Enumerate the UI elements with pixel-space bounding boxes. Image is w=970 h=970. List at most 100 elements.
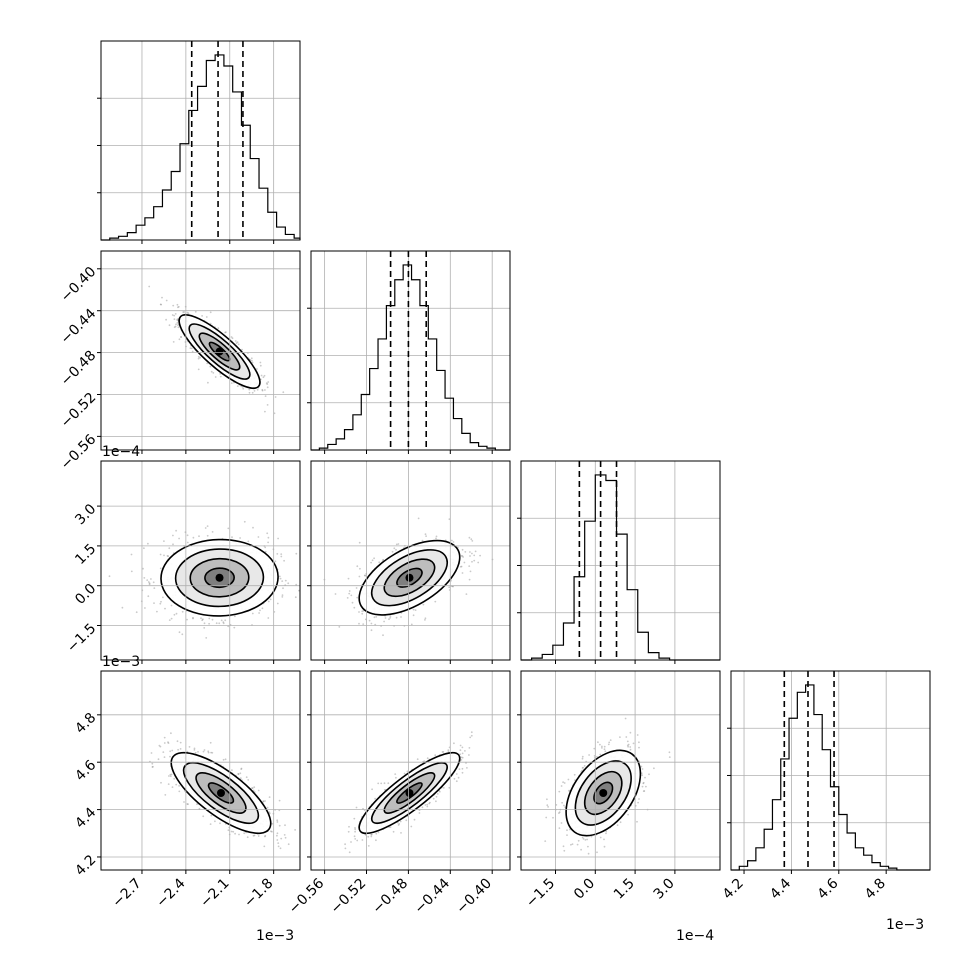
sample-point: [464, 551, 467, 553]
sample-point: [405, 819, 408, 822]
scatter-panel-0-2: [101, 461, 300, 660]
sample-point: [222, 621, 225, 623]
sample-point: [561, 801, 563, 804]
sample-point: [461, 555, 464, 557]
sample-point: [224, 331, 227, 334]
sample-point: [202, 618, 204, 621]
sample-point: [271, 822, 274, 825]
sample-point: [260, 374, 263, 377]
sample-point: [175, 783, 178, 786]
sample-point: [429, 801, 431, 804]
sample-point: [186, 311, 189, 314]
sample-point: [239, 777, 242, 780]
sample-point: [175, 529, 178, 532]
sample-point: [179, 741, 182, 744]
sample-point: [387, 782, 390, 785]
histogram-panel-1: [311, 251, 510, 450]
sample-point: [243, 832, 246, 835]
sample-point: [636, 820, 638, 823]
sample-point: [266, 532, 269, 535]
sample-point: [148, 285, 151, 288]
sample-point: [468, 536, 471, 539]
sample-point: [192, 536, 195, 539]
sample-point: [163, 736, 166, 739]
sample-point: [373, 616, 376, 619]
sample-point: [383, 789, 386, 791]
sample-point: [469, 570, 472, 573]
sample-point: [403, 772, 406, 775]
sample-point: [234, 832, 237, 835]
scatter-panel-1-2: [311, 461, 510, 660]
sample-point: [577, 839, 580, 842]
sample-point: [264, 835, 266, 838]
sample-point: [209, 311, 212, 314]
sample-point: [192, 617, 194, 620]
sample-point: [148, 582, 151, 585]
sample-point: [442, 751, 445, 753]
histogram-step-2: [521, 474, 720, 661]
sample-point: [361, 839, 364, 841]
sample-point: [436, 793, 439, 795]
sample-point: [197, 355, 200, 358]
sample-point: [237, 773, 240, 775]
sample-point: [202, 750, 205, 753]
sample-point: [183, 801, 185, 803]
sample-point: [412, 614, 415, 617]
sample-point: [383, 620, 385, 623]
sample-point: [377, 831, 380, 834]
sample-point: [168, 619, 171, 621]
scatter-1-3-frame: [310, 670, 511, 871]
sample-point: [247, 540, 250, 543]
sample-point: [147, 595, 150, 598]
sample-point: [626, 744, 629, 747]
sample-point: [471, 540, 474, 542]
sample-point: [160, 303, 163, 306]
sample-point: [375, 616, 378, 618]
sample-point: [388, 618, 390, 621]
sample-point: [169, 773, 172, 776]
sample-point: [263, 374, 266, 377]
sample-point: [562, 781, 564, 784]
sample-point: [466, 767, 468, 769]
sample-point: [251, 787, 253, 789]
sample-point: [198, 535, 200, 538]
sample-point: [465, 593, 468, 595]
sample-point: [382, 634, 384, 637]
sample-point: [171, 314, 174, 316]
sample-point: [239, 772, 242, 775]
sample-point: [370, 835, 373, 838]
sample-point: [230, 382, 233, 384]
sample-point: [166, 555, 169, 557]
sample-point: [370, 622, 373, 625]
sample-point: [596, 755, 598, 758]
sample-point: [294, 596, 297, 599]
density-peak: [215, 347, 224, 356]
sample-point: [448, 786, 451, 789]
sample-point: [188, 746, 191, 748]
sample-point: [270, 830, 272, 833]
sample-point: [264, 395, 267, 397]
sample-point: [295, 583, 298, 586]
sample-point: [460, 759, 463, 761]
sample-point: [582, 766, 584, 769]
sample-point: [384, 617, 387, 619]
sample-point: [374, 623, 377, 626]
sample-point: [354, 828, 357, 831]
scatter-0-3-frame: [100, 670, 301, 871]
sample-point: [380, 782, 383, 785]
sample-point: [264, 550, 267, 553]
sample-point: [193, 749, 196, 751]
sample-point: [287, 843, 290, 846]
sample-point: [624, 717, 627, 720]
sample-point: [186, 534, 189, 537]
sample-point: [348, 592, 351, 595]
sample-point: [469, 736, 472, 739]
sample-point: [447, 749, 450, 752]
sample-point: [162, 751, 165, 753]
sample-point: [176, 319, 179, 321]
sample-point: [356, 565, 359, 568]
sample-point: [207, 381, 209, 384]
panels: −2.7 −2.4 −2.1 −1.8 −0.56 −0.52 −0.48 −0.44 −0.4…: [58, 40, 931, 917]
sample-point: [257, 536, 260, 538]
sample-point: [359, 567, 361, 570]
